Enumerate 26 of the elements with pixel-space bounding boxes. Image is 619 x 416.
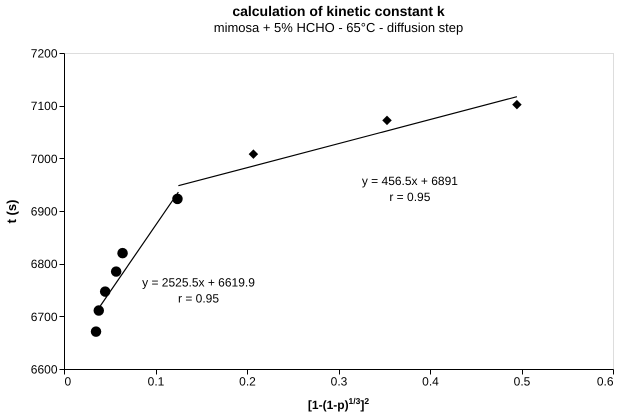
x-tick-label: 0.6 xyxy=(596,374,614,388)
annotation: y = 456.5x + 6891 r = 0.95 xyxy=(362,174,458,204)
y-tick-label: 6800 xyxy=(30,257,58,272)
y-tick-label: 7100 xyxy=(30,99,58,114)
y-axis-title: t (s) xyxy=(4,200,19,224)
point xyxy=(110,266,122,277)
y-tick-label: 6900 xyxy=(30,204,58,218)
point xyxy=(382,116,392,126)
y-tick-label: 7000 xyxy=(30,152,58,166)
point xyxy=(248,149,258,159)
chart-title: calculation of kinetic constant k xyxy=(232,3,445,19)
x-tick-label: 0.3 xyxy=(330,374,348,388)
y-tick-label: 6700 xyxy=(30,310,58,324)
chart-subtitle: mimosa + 5% HCHO - 65°C - diffusion step xyxy=(214,20,464,35)
annotation: y = 2525.5x + 6619.9 r = 0.95 xyxy=(142,275,256,306)
point xyxy=(512,100,522,110)
point xyxy=(90,326,102,337)
point xyxy=(117,248,128,258)
y-tick-label: 7200 xyxy=(30,46,58,60)
x-tick-label: 0.2 xyxy=(239,374,256,388)
point xyxy=(94,305,104,316)
y-tick-label: 6600 xyxy=(30,362,58,376)
x-tick-label: 0.4 xyxy=(422,374,440,388)
x-tick-label: 0 xyxy=(64,374,72,388)
x-tick-label: 0.1 xyxy=(148,374,165,388)
x-tick-label: 0.5 xyxy=(514,374,531,388)
